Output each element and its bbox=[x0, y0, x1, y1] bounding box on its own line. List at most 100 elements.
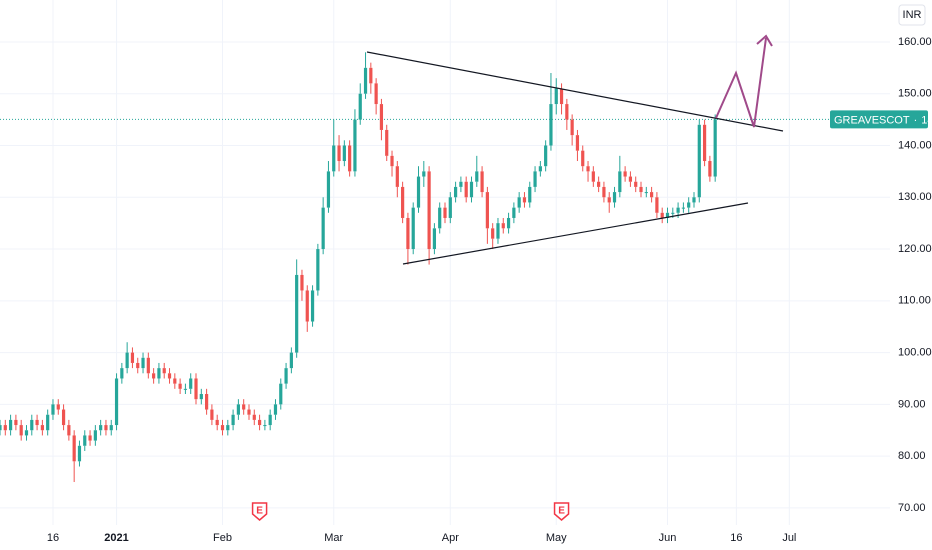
candle bbox=[692, 192, 696, 208]
candle bbox=[99, 419, 103, 436]
candle-body bbox=[178, 383, 182, 389]
candle-body bbox=[83, 435, 87, 446]
candle-body bbox=[61, 409, 66, 426]
candle bbox=[284, 362, 288, 389]
y-tick-label: 130.00 bbox=[898, 191, 932, 203]
candle bbox=[316, 243, 320, 296]
currency: INR bbox=[903, 9, 922, 21]
candle bbox=[612, 186, 617, 208]
trendline bbox=[402, 202, 749, 265]
candle-body bbox=[411, 207, 415, 250]
candle bbox=[522, 192, 527, 208]
candle-body bbox=[88, 435, 92, 441]
candle-body bbox=[316, 249, 320, 291]
candle-body bbox=[35, 419, 39, 426]
candle-body bbox=[93, 430, 97, 441]
candle bbox=[628, 171, 633, 187]
symbol: GREAVESCOT bbox=[834, 114, 910, 126]
candle-body bbox=[618, 171, 622, 193]
candle bbox=[506, 212, 511, 234]
candle bbox=[35, 414, 39, 431]
candle-body bbox=[77, 445, 82, 462]
candle-body bbox=[385, 129, 389, 156]
candle bbox=[597, 176, 601, 193]
candle-body bbox=[581, 150, 585, 167]
candle-body bbox=[422, 171, 426, 177]
candle-body bbox=[427, 171, 431, 250]
candle bbox=[8, 414, 13, 436]
candle-body bbox=[337, 145, 341, 162]
currency-box bbox=[898, 4, 926, 26]
x-tick-label: Apr bbox=[442, 532, 459, 544]
candle bbox=[326, 161, 331, 213]
x-tick-label: 16 bbox=[730, 532, 742, 544]
candle bbox=[268, 409, 272, 431]
candle-body bbox=[395, 166, 399, 187]
candle bbox=[575, 129, 580, 162]
candle-body bbox=[104, 425, 108, 431]
candle-body bbox=[570, 119, 574, 136]
candle bbox=[581, 145, 585, 172]
candle-body bbox=[369, 67, 373, 84]
candle bbox=[559, 83, 564, 115]
candle bbox=[491, 223, 495, 250]
candle-body bbox=[210, 409, 214, 420]
candle-body bbox=[374, 83, 378, 105]
candle-body bbox=[459, 181, 463, 187]
candle-body bbox=[268, 414, 272, 426]
candle-body bbox=[46, 414, 50, 431]
candle bbox=[448, 192, 452, 224]
earnings-marker bbox=[553, 502, 570, 521]
candle bbox=[618, 155, 622, 198]
candle-body bbox=[506, 217, 511, 229]
candle bbox=[61, 404, 66, 431]
candle bbox=[152, 368, 156, 384]
candle-body bbox=[453, 186, 458, 198]
candle-body bbox=[438, 207, 442, 229]
x-tick-label: May bbox=[546, 532, 567, 544]
candle bbox=[533, 166, 537, 193]
candle bbox=[485, 186, 489, 244]
candle-body bbox=[517, 197, 521, 208]
y-tick-label: 150.00 bbox=[898, 88, 932, 100]
x-tick-label: 2021 bbox=[104, 532, 128, 544]
candle bbox=[475, 155, 479, 187]
separator: · bbox=[914, 114, 918, 126]
candle bbox=[464, 176, 468, 203]
candle-body bbox=[363, 67, 368, 94]
candle bbox=[342, 140, 346, 167]
candle bbox=[512, 202, 516, 224]
candle bbox=[634, 176, 638, 193]
candle-body bbox=[348, 145, 352, 172]
candle-body bbox=[612, 192, 617, 203]
price-label: GREAVESCOT ·145.05 bbox=[834, 114, 932, 126]
candle-body bbox=[189, 378, 193, 389]
candle-body bbox=[639, 186, 643, 193]
candle bbox=[549, 73, 553, 151]
candle bbox=[295, 259, 299, 358]
candle bbox=[93, 425, 97, 446]
candle bbox=[136, 357, 140, 374]
candle-body bbox=[634, 181, 638, 187]
candle-body bbox=[30, 419, 34, 431]
earnings-label: E bbox=[558, 506, 565, 517]
candle bbox=[702, 119, 707, 167]
candle bbox=[650, 186, 654, 203]
candle bbox=[390, 150, 394, 177]
candle bbox=[247, 404, 251, 420]
last-price: 145.05 bbox=[921, 114, 932, 126]
candle bbox=[72, 430, 76, 483]
candle bbox=[416, 166, 421, 213]
candle-body bbox=[448, 197, 452, 218]
candle-body bbox=[56, 404, 60, 410]
candle bbox=[655, 192, 659, 218]
candle-body bbox=[416, 176, 421, 208]
candle bbox=[332, 119, 336, 177]
candle bbox=[252, 409, 256, 426]
candle bbox=[14, 414, 18, 431]
candle-body bbox=[655, 197, 659, 213]
y-tick-label: 90.00 bbox=[898, 398, 926, 410]
candle-body bbox=[194, 378, 198, 400]
candle bbox=[194, 373, 198, 405]
